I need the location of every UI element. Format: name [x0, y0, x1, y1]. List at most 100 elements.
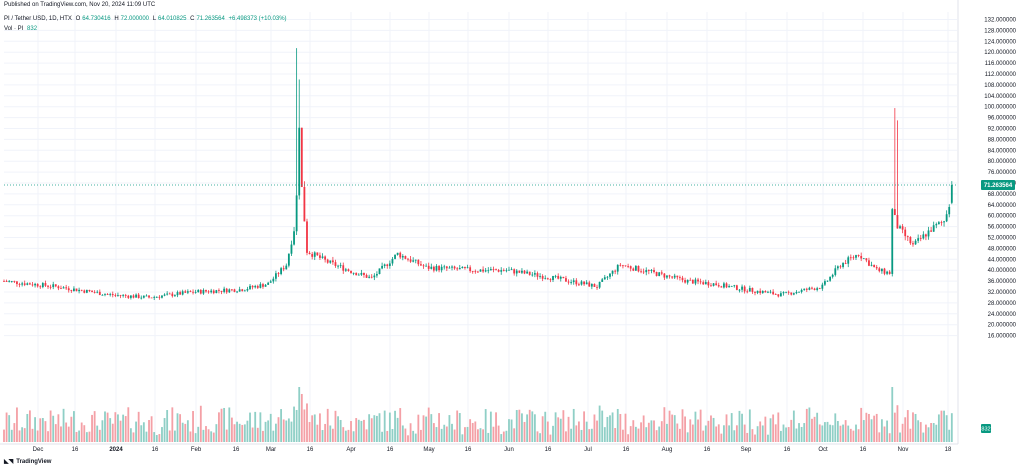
symbol-name[interactable]: PI / Tether USD, 1D, HTX — [4, 16, 72, 22]
volume-bar — [135, 421, 137, 442]
volume-bar — [821, 425, 824, 442]
candle-body — [800, 289, 803, 292]
candle-body — [531, 274, 534, 276]
footer-brand[interactable]: ◣◥ TradingView — [4, 458, 51, 465]
volume-bar — [319, 413, 321, 442]
candle-body — [342, 265, 345, 271]
time-axis[interactable]: Dec 16 2024 16 Feb 16 Mar 16 Apr 16 May 16 Jun 16 Jul 1… — [0, 443, 958, 453]
volume-bar — [808, 407, 811, 442]
candle-body — [80, 289, 83, 291]
volume-bar — [171, 407, 174, 442]
candle-body — [414, 259, 417, 261]
candle-body — [376, 274, 378, 276]
volume-bar — [122, 414, 125, 442]
candle-body — [388, 263, 391, 266]
candle-body — [870, 264, 873, 266]
volume-bar — [619, 413, 622, 442]
volume-bar — [678, 428, 681, 442]
volume-bar — [528, 409, 531, 442]
candle-body — [741, 286, 743, 290]
volume-bar — [311, 415, 314, 442]
high-value: 72.000000 — [120, 16, 150, 22]
candle-body — [111, 294, 114, 296]
candle-body — [363, 272, 365, 275]
candle-body — [132, 295, 135, 298]
volume-bar — [117, 414, 119, 442]
price-axis[interactable]: 132.000000 128.000000 124.000000 120.000000… — [957, 0, 1017, 444]
volume-bar — [54, 424, 57, 442]
candle-body — [451, 266, 453, 268]
candle-body — [606, 276, 609, 278]
candle-body — [355, 272, 358, 276]
grid-lines — [4, 12, 957, 442]
volume-bar — [751, 429, 754, 442]
candle-body — [275, 273, 277, 279]
volume-bar — [324, 423, 327, 442]
candle-body — [259, 284, 262, 288]
candle-body — [223, 288, 226, 292]
candle-body — [324, 256, 327, 260]
change-value: +6.498373 (+10.03%) — [228, 16, 287, 22]
candle-body — [44, 283, 47, 286]
volume-bar — [583, 411, 585, 442]
candle-body — [153, 296, 156, 298]
candle-body — [901, 226, 904, 230]
candle-body — [489, 269, 492, 271]
candle-body — [420, 264, 422, 266]
candle-body — [401, 255, 404, 258]
volume-bar — [368, 414, 371, 442]
volume-bar — [769, 418, 772, 442]
candle-body — [427, 265, 430, 269]
volume-bar — [860, 407, 863, 442]
volume-bar — [67, 426, 70, 442]
volume-bar — [13, 423, 16, 442]
time-tick-label: 16 — [784, 447, 791, 453]
candle-body — [96, 291, 99, 293]
candle-body — [640, 271, 642, 273]
volume-bar — [399, 408, 402, 442]
volume-bar — [518, 409, 521, 442]
volume-bar — [334, 410, 337, 442]
candle-body — [603, 277, 606, 280]
candle-body — [508, 269, 510, 271]
price-tick-label: 60.000000 — [988, 214, 1017, 220]
candle-body — [772, 291, 775, 295]
volume-bar — [88, 431, 91, 442]
volume-bar — [785, 427, 787, 442]
volume-bar — [829, 424, 832, 442]
price-tick-label: 64.000000 — [988, 203, 1017, 209]
candle-body — [308, 252, 311, 255]
volume-bar — [179, 414, 182, 442]
volume-bar — [919, 422, 922, 442]
candle-body — [515, 270, 518, 274]
candle-body — [189, 291, 192, 293]
candle-body — [316, 252, 319, 256]
volume-bar — [148, 420, 150, 442]
candle-body — [218, 290, 220, 291]
volume-bar — [5, 412, 8, 442]
volume-bar — [557, 417, 560, 442]
volume-bar — [932, 423, 935, 442]
candle-body — [645, 270, 648, 273]
candle-body — [135, 294, 137, 298]
volume-bar — [376, 415, 378, 442]
close-value: 71.263564 — [196, 16, 225, 22]
volume-bar — [767, 434, 769, 442]
candle-body — [487, 270, 490, 272]
candle-body — [922, 234, 925, 239]
candle-body — [122, 294, 125, 296]
candle-body — [565, 278, 567, 282]
candle-body — [849, 257, 852, 259]
candle-body — [935, 224, 938, 226]
volume-bar — [702, 430, 705, 442]
volume-bar — [844, 420, 847, 442]
candle-body — [23, 283, 26, 285]
candle-body — [26, 283, 29, 285]
candle-body — [461, 266, 464, 269]
volume-bar — [44, 421, 47, 442]
candle-body — [549, 279, 552, 281]
candle-body — [207, 291, 210, 293]
time-tick-label: 16 — [233, 447, 240, 453]
volume-bar — [174, 430, 176, 442]
